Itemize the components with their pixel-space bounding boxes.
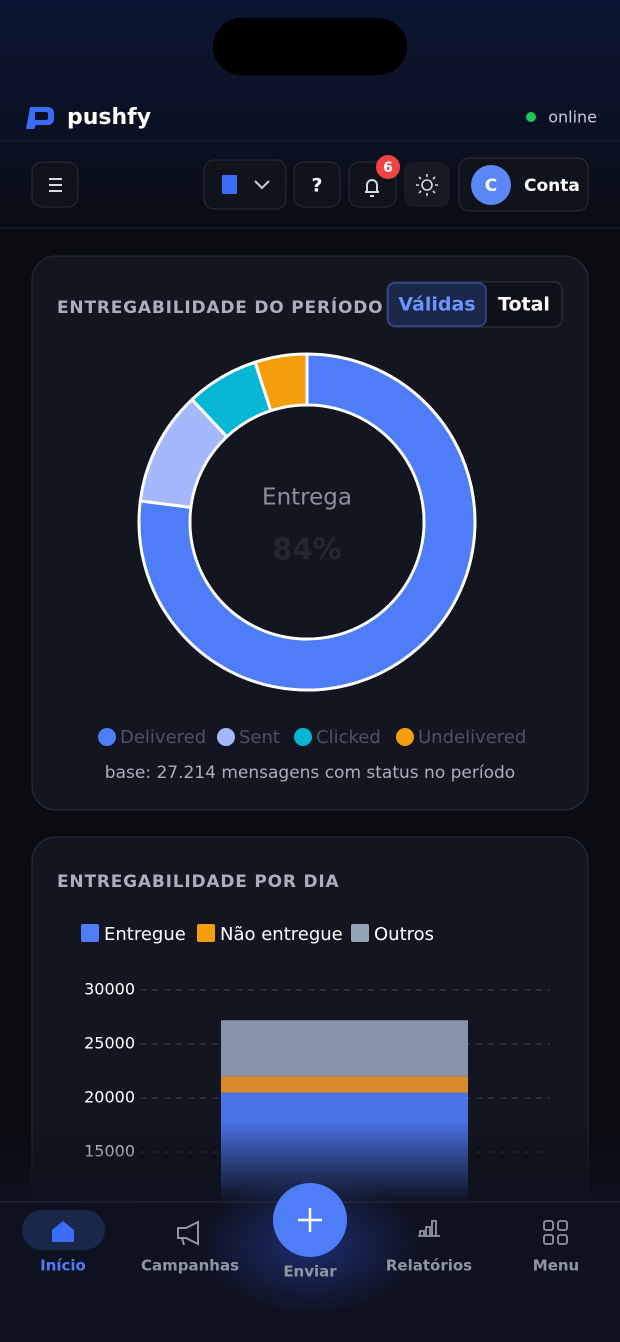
status-text: online (548, 108, 597, 127)
toggle-option[interactable]: Total (498, 294, 550, 316)
brand-name: pushfy (67, 105, 151, 130)
y-tick-label: 20000 (84, 1088, 135, 1107)
legend-swatch (197, 924, 215, 942)
nav-item[interactable]: Início (40, 1257, 86, 1275)
company-select[interactable] (203, 159, 287, 210)
help-button[interactable] (293, 161, 341, 208)
bar-segment (221, 1076, 468, 1093)
legend-label: Delivered (120, 727, 206, 748)
menu-icon (49, 178, 62, 192)
avatar-initial: C (485, 176, 497, 196)
help-text: ? (311, 175, 322, 197)
base-note: base: 27.214 mensagens com status no per… (105, 763, 515, 783)
legend-swatch (294, 728, 312, 746)
notification-count: 6 (383, 160, 393, 176)
account-label: Conta (524, 176, 580, 196)
legend-swatch (217, 728, 235, 746)
chevron-icon (254, 180, 270, 190)
bell-icon (365, 179, 379, 197)
toolbar: ? 6 C Conta (31, 155, 589, 212)
nav-item[interactable]: Relatórios (386, 1257, 472, 1275)
company-icon (222, 175, 237, 194)
nav-item[interactable]: Menu (533, 1257, 579, 1275)
legend: Delivered Sent Clicked Undelivered (98, 727, 526, 748)
legend-swatch (396, 728, 414, 746)
legend-label: Clicked (316, 727, 381, 748)
legend-swatch (81, 924, 99, 942)
legend-swatch (351, 924, 369, 942)
legend-label: Outros (374, 924, 434, 945)
grid-icon (543, 1220, 568, 1245)
y-tick-label: 25000 (84, 1034, 135, 1053)
avatar (471, 165, 511, 205)
nav-item[interactable]: Enviar (283, 1263, 337, 1281)
legend-label: Sent (239, 727, 280, 748)
card-title: ENTREGABILIDADE DO PERÍODO (57, 296, 383, 318)
reports-icon (418, 1220, 440, 1237)
legend: Entregue Não entregue Outros (81, 924, 434, 945)
legend-swatch (98, 728, 116, 746)
legend-label: Undelivered (418, 727, 526, 748)
card-title: ENTREGABILIDADE POR DIA (57, 872, 340, 892)
toggle-option[interactable]: Válidas (398, 294, 475, 316)
header: pushfy online (26, 105, 597, 130)
bar-segment (221, 1020, 468, 1077)
megaphone-icon (177, 1220, 199, 1246)
donut-hole (191, 406, 423, 638)
nav-item[interactable]: Campanhas (141, 1257, 239, 1275)
plus-icon (298, 1208, 322, 1232)
status-dot (526, 112, 536, 122)
notification-badge (376, 155, 400, 179)
theme-button[interactable] (404, 162, 450, 207)
sun-icon (416, 174, 438, 196)
toggle-active[interactable] (387, 282, 487, 327)
donut-chart (137, 352, 477, 692)
y-tick-label: 30000 (84, 980, 135, 999)
donut-segment (253, 352, 309, 413)
bottom-nav: Início Campanhas Enviar Relatórios Menu (0, 1175, 620, 1342)
camera-notch (213, 18, 407, 75)
legend-label: Entregue (104, 924, 186, 945)
donut-center-label: Entrega (262, 485, 352, 511)
legend-label: Não entregue (220, 924, 343, 945)
donut-segment (137, 352, 477, 692)
home-icon (52, 1221, 74, 1242)
brand-logo (26, 107, 54, 129)
donut-center-value: 84% (272, 532, 341, 566)
